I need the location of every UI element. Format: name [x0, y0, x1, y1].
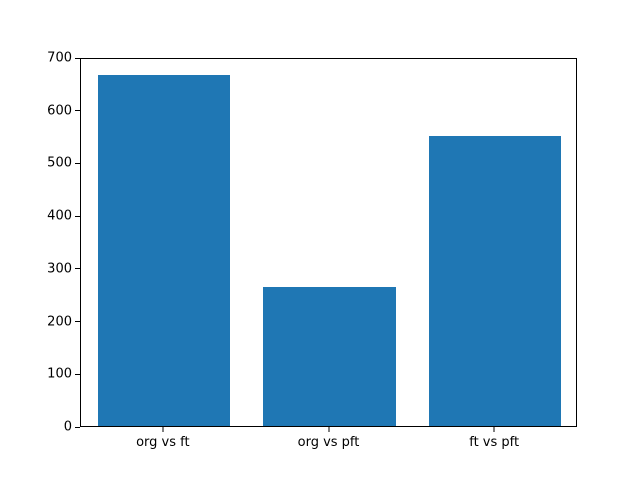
x-tick-label-org-vs-ft: org vs ft [136, 435, 190, 450]
y-tick-mark [75, 321, 80, 323]
y-tick-mark [75, 373, 80, 375]
x-tick-mark [493, 427, 495, 432]
y-tick-label: 600 [47, 103, 72, 119]
x-tick-label-ft-vs-pft: ft vs pft [469, 435, 520, 450]
x-tick-mark [328, 427, 329, 432]
bar-ft-vs-pft [428, 136, 562, 426]
x-tick-label-org-vs-pft: org vs pft [297, 435, 360, 450]
y-tick-mark [75, 215, 80, 217]
y-tick-label: 100 [47, 366, 72, 382]
y-tick-mark [75, 426, 80, 428]
plot-area [80, 58, 577, 427]
y-tick-mark [75, 110, 80, 112]
y-tick-mark [75, 162, 80, 164]
y-tick-mark [75, 57, 80, 59]
y-tick-label: 500 [47, 155, 72, 171]
y-tick-label: 300 [47, 261, 72, 277]
bar-org-vs-ft [97, 74, 231, 426]
y-tick-label: 400 [47, 208, 72, 224]
x-tick-mark [162, 427, 164, 432]
bar-org-vs-pft [263, 287, 396, 426]
y-tick-label: 0 [63, 419, 72, 435]
y-tick-label: 700 [47, 50, 72, 66]
y-tick-label: 200 [47, 314, 72, 330]
y-tick-mark [75, 268, 80, 270]
